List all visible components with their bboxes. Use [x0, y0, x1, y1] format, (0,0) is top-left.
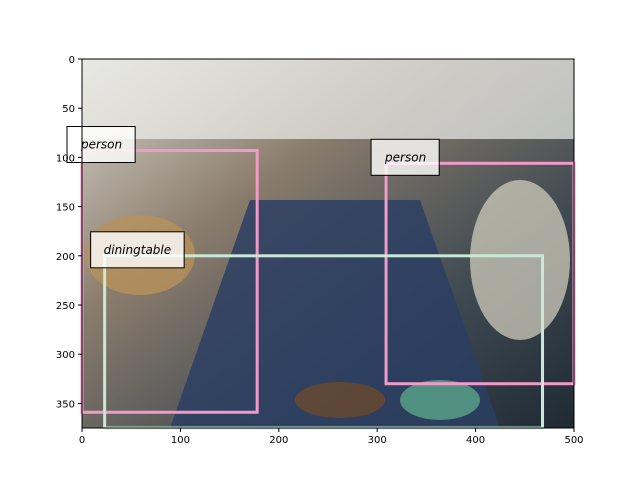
box-label: person	[384, 150, 426, 164]
x-tick-label: 0	[79, 435, 85, 446]
photo	[82, 59, 574, 428]
y-tick-label: 300	[56, 350, 75, 361]
y-tick-label: 100	[56, 153, 75, 164]
x-tick-label: 300	[368, 435, 387, 446]
y-tick-label: 350	[56, 399, 75, 410]
label-background	[370, 138, 440, 176]
y-tick-label: 200	[56, 252, 75, 263]
x-tick-label: 500	[564, 435, 583, 446]
axes-frame	[81, 58, 575, 429]
label-background	[90, 231, 185, 269]
y-tick-label: 50	[62, 104, 75, 115]
x-tick-label: 200	[269, 435, 288, 446]
box-label: person	[80, 138, 122, 152]
y-tick-label: 0	[69, 55, 75, 66]
y-tick-label: 150	[56, 203, 75, 214]
label-background	[66, 126, 136, 164]
box-label: diningtable	[104, 243, 172, 257]
x-tick-label: 400	[466, 435, 485, 446]
x-tick-label: 100	[171, 435, 190, 446]
y-tick-label: 250	[56, 301, 75, 312]
